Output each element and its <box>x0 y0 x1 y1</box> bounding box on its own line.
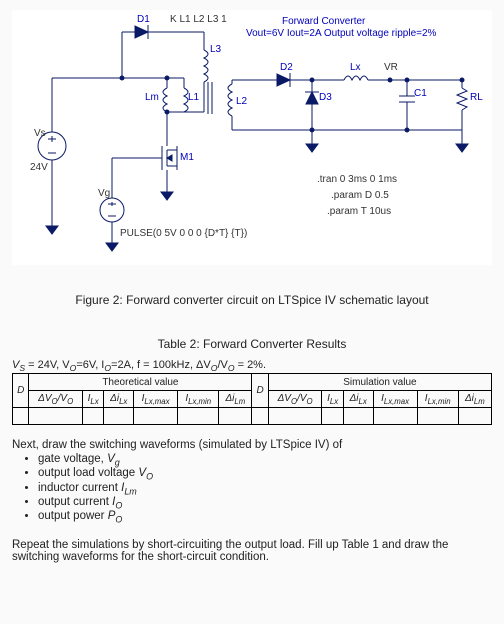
col-dVV: ΔVO/VO <box>29 391 83 408</box>
results-table: D Theoretical value D Simulation value Δ… <box>12 373 492 425</box>
label-D1: D1 <box>137 14 150 25</box>
list-item: output current IO <box>38 496 492 510</box>
label-paramT: .param T 10us <box>327 206 391 217</box>
label-C1: C1 <box>414 88 427 99</box>
label-coupling: K L1 L2 L3 1 <box>170 14 227 25</box>
ground-icon <box>46 218 58 234</box>
figure-caption: Figure 2: Forward converter circuit on L… <box>12 293 492 307</box>
label-Lx: Lx <box>350 62 361 73</box>
label-VR: VR <box>384 62 398 73</box>
ground-icon <box>161 184 173 200</box>
ground-icon <box>456 136 468 152</box>
col-dILx: ΔiLx <box>104 391 134 408</box>
schematic-title-1: Forward Converter <box>282 16 365 27</box>
label-L3: L3 <box>210 44 221 55</box>
schematic-svg <box>12 10 492 265</box>
col-group-simulation: Simulation value <box>268 374 491 391</box>
col-group-theoretical: Theoretical value <box>29 374 252 391</box>
instruction-1: Next, draw the switching waveforms (simu… <box>12 439 492 451</box>
col-D2: D <box>252 374 268 408</box>
label-24V: 24V <box>30 162 48 173</box>
label-Vg: Vg <box>98 188 110 199</box>
waveform-list: gate voltage, Vg output load voltage VO … <box>38 453 492 524</box>
col-ILxmin: ILx,min <box>178 391 219 408</box>
label-RL: RL <box>470 92 483 103</box>
label-Vs: Vs <box>34 128 46 139</box>
col-dILx-s: ΔiLx <box>343 391 373 408</box>
table-conditions: VS = 24V, VO=6V, IO=2A, f = 100kHz, ΔVO/… <box>12 359 492 373</box>
col-ILxmax-s: ILx,max <box>373 391 417 408</box>
schematic-diagram: D1 K L1 L2 L3 1 Forward Converter Vout=6… <box>12 10 492 265</box>
label-L2: L2 <box>236 96 247 107</box>
list-item: inductor current ILm <box>38 482 492 496</box>
table-row <box>13 408 492 425</box>
ground-icon <box>106 235 118 251</box>
col-ILxmin-s: ILx,min <box>417 391 458 408</box>
schematic-title-2: Vout=6V Iout=2A Output voltage ripple=2% <box>246 28 436 39</box>
col-D: D <box>13 374 29 408</box>
instruction-2: Repeat the simulations by short-circuiti… <box>12 539 492 563</box>
label-L1: L1 <box>188 92 199 103</box>
ground-icon <box>306 136 318 152</box>
col-ILx-s: ILx <box>322 391 343 408</box>
label-D3: D3 <box>319 92 332 103</box>
table-caption: Table 2: Forward Converter Results <box>12 337 492 351</box>
list-item: output load voltage VO <box>38 467 492 481</box>
col-dVV-s: ΔVO/VO <box>268 391 322 408</box>
col-dILm: ΔiLm <box>219 391 252 408</box>
col-ILx: ILx <box>82 391 103 408</box>
label-paramD: .param D 0.5 <box>331 190 389 201</box>
label-D2: D2 <box>280 62 293 73</box>
col-ILxmax: ILx,max <box>134 391 178 408</box>
col-dILm-s: ΔiLm <box>458 391 491 408</box>
label-pulse: PULSE(0 5V 0 0 0 {D*T} {T}) <box>120 228 247 239</box>
label-Lm: Lm <box>145 92 159 103</box>
list-item: gate voltage, Vg <box>38 453 492 467</box>
label-M1: M1 <box>180 152 194 163</box>
list-item: output power PO <box>38 510 492 524</box>
label-tran: .tran 0 3ms 0 1ms <box>317 174 397 185</box>
